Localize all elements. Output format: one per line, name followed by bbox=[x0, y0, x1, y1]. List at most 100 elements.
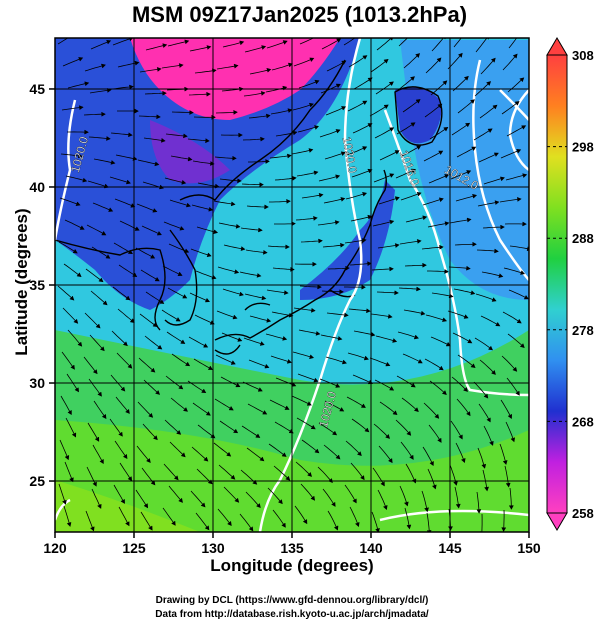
wind-arrowhead bbox=[415, 99, 421, 104]
wind-arrowhead bbox=[518, 31, 522, 35]
wind-streamline bbox=[423, 150, 443, 162]
wind-arrowhead bbox=[84, 129, 89, 135]
wind-arrowhead bbox=[154, 277, 160, 282]
wind-arrowhead bbox=[358, 33, 362, 37]
wind-arrowhead bbox=[82, 178, 88, 183]
wind-arrowhead bbox=[464, 75, 469, 81]
wind-arrowhead bbox=[344, 312, 349, 318]
wind-arrowhead bbox=[492, 104, 498, 110]
wind-arrowhead bbox=[434, 414, 440, 419]
wind-streamline bbox=[501, 101, 520, 115]
wind-streamline bbox=[377, 244, 399, 249]
wind-arrowhead bbox=[389, 173, 395, 178]
wind-arrowhead bbox=[512, 367, 518, 372]
wind-arrowhead bbox=[484, 486, 489, 492]
colorbar-tick-label: 298 bbox=[572, 140, 594, 155]
wind-streamline bbox=[317, 221, 339, 226]
wind-arrowhead bbox=[129, 84, 134, 90]
wind-arrowhead bbox=[313, 377, 319, 383]
wind-arrowhead bbox=[146, 458, 151, 463]
wind-streamline bbox=[399, 240, 421, 245]
wind-arrowhead bbox=[466, 411, 471, 417]
colorbar-tick-label: 268 bbox=[572, 414, 594, 429]
wind-arrowhead bbox=[392, 338, 398, 343]
wind-arrowhead bbox=[341, 106, 347, 111]
wind-streamline bbox=[143, 137, 165, 142]
wind-arrowhead bbox=[366, 308, 371, 313]
wind-arrowhead bbox=[134, 108, 139, 114]
wind-arrowhead bbox=[99, 459, 104, 465]
wind-arrowhead bbox=[522, 221, 527, 227]
wind-arrowhead bbox=[453, 481, 458, 486]
wind-arrowhead bbox=[230, 475, 236, 480]
wind-arrowhead bbox=[233, 110, 238, 115]
lat-lon-grid bbox=[55, 38, 529, 532]
wind-arrowhead bbox=[314, 448, 320, 454]
wind-arrowhead bbox=[69, 295, 75, 301]
wind-arrowhead bbox=[127, 476, 133, 482]
wind-arrowhead bbox=[74, 387, 79, 393]
wind-arrowhead bbox=[287, 359, 292, 364]
wind-arrowhead bbox=[153, 435, 158, 441]
wind-streamline bbox=[425, 314, 447, 322]
wind-arrowhead bbox=[150, 480, 156, 486]
wind-arrowhead bbox=[516, 197, 522, 202]
wind-arrowhead bbox=[233, 63, 239, 69]
wind-arrowhead bbox=[361, 284, 366, 290]
wind-streamline bbox=[456, 398, 471, 416]
wind-arrowhead bbox=[486, 417, 491, 423]
wind-arrowhead bbox=[510, 437, 515, 443]
wind-arrowhead bbox=[286, 153, 292, 159]
wind-streamline bbox=[347, 100, 367, 112]
wind-arrowhead bbox=[125, 295, 131, 301]
wind-streamline bbox=[190, 490, 206, 508]
wind-arrowhead bbox=[73, 319, 79, 324]
wind-arrowhead bbox=[230, 360, 236, 365]
wind-arrowhead bbox=[310, 308, 316, 313]
wind-arrowhead bbox=[361, 238, 367, 243]
wind-streamline bbox=[112, 38, 133, 46]
wind-arrowhead bbox=[383, 104, 389, 109]
wind-streamline bbox=[117, 308, 135, 323]
wind-arrowhead bbox=[314, 79, 320, 85]
very-cold-field-north bbox=[130, 38, 340, 120]
wind-streamline bbox=[483, 425, 494, 446]
wind-arrowhead bbox=[178, 498, 183, 503]
wind-arrowhead bbox=[507, 414, 512, 419]
wind-arrowhead bbox=[162, 43, 168, 48]
wind-arrowhead bbox=[150, 254, 156, 259]
wind-streamline bbox=[374, 379, 394, 391]
y-tick-label: 30 bbox=[29, 375, 45, 391]
wind-arrowhead bbox=[364, 427, 370, 433]
wind-streamline bbox=[369, 104, 389, 117]
wind-arrowhead bbox=[262, 410, 268, 415]
x-tick-label: 145 bbox=[438, 540, 462, 556]
wind-streamline bbox=[370, 313, 392, 318]
wind-streamline bbox=[431, 38, 444, 52]
wind-arrowhead bbox=[303, 519, 308, 525]
wind-streamline bbox=[455, 442, 465, 463]
wind-streamline bbox=[91, 488, 102, 509]
wind-arrowhead bbox=[176, 430, 182, 435]
wind-arrowhead bbox=[101, 63, 106, 69]
wind-arrowhead bbox=[259, 456, 265, 462]
wind-arrowhead bbox=[261, 295, 267, 301]
wind-arrowhead bbox=[72, 249, 78, 254]
wind-arrowhead bbox=[314, 125, 319, 130]
wind-streamline bbox=[400, 441, 414, 460]
wind-streamline bbox=[428, 424, 442, 443]
wind-arrowhead bbox=[239, 291, 244, 297]
wind-arrowhead bbox=[522, 173, 528, 178]
wind-arrowhead bbox=[389, 81, 394, 86]
wind-arrowhead bbox=[334, 220, 340, 225]
wind-arrowhead bbox=[143, 503, 149, 509]
wind-arrowhead bbox=[285, 244, 290, 250]
wind-arrowhead bbox=[232, 156, 237, 161]
wind-streamline bbox=[395, 419, 411, 436]
wind-streamline bbox=[403, 53, 420, 69]
wind-arrowhead bbox=[120, 386, 126, 392]
wind-arrowhead bbox=[283, 290, 289, 295]
wind-arrowhead bbox=[186, 203, 191, 208]
wind-arrowhead bbox=[260, 91, 266, 96]
wind-streamline bbox=[395, 169, 416, 179]
